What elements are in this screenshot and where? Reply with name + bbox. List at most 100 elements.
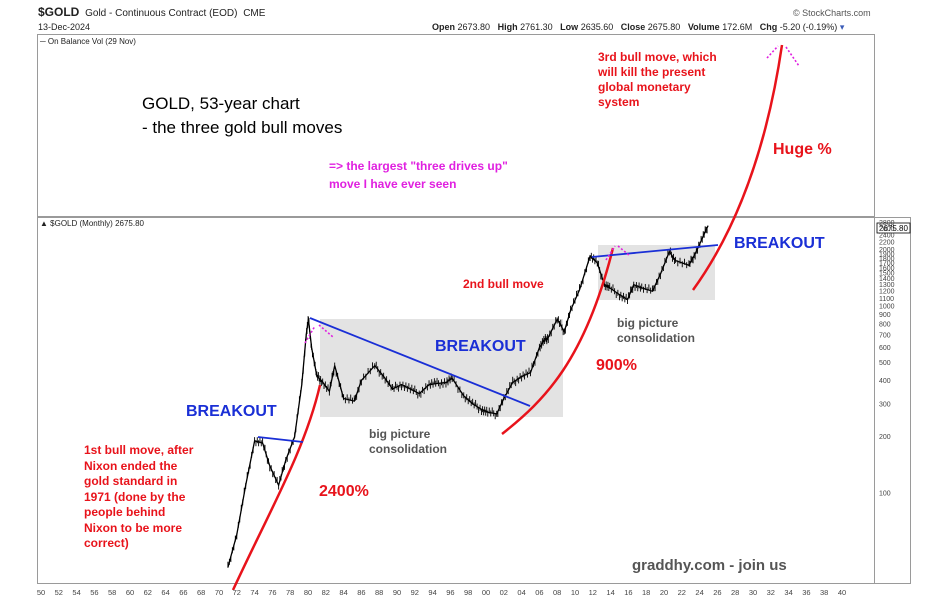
y-tick-label: 1600 [879, 265, 895, 272]
header-title-row: $GOLD Gold - Continuous Contract (EOD) C… [38, 5, 265, 19]
header-date: 13-Dec-2024 [38, 22, 91, 32]
x-tick-label: 70 [215, 588, 223, 597]
x-tick-label: 14 [606, 588, 614, 597]
x-tick-label: 80 [304, 588, 312, 597]
breakout-line-3 [591, 244, 719, 258]
consolidation-1-line-2: consolidation [369, 442, 447, 456]
x-tick-label: 64 [161, 588, 169, 597]
x-tick-label: 98 [464, 588, 472, 597]
y-tick-label: 300 [879, 401, 891, 408]
low-value: 2635.60 [580, 22, 614, 32]
pink-top-marker-2 [605, 245, 631, 261]
x-tick-label: 90 [393, 588, 401, 597]
first-move-line-7: correct) [84, 536, 129, 550]
chg-dropdown-icon[interactable]: ▾ [839, 22, 845, 32]
exchange: CME [243, 8, 266, 19]
close-value: 2675.80 [647, 22, 681, 32]
x-tick-label: 52 [55, 588, 63, 597]
x-tick-label: 72 [233, 588, 241, 597]
y-tick-label: 2400 [879, 232, 895, 239]
x-tick-label: 08 [553, 588, 561, 597]
third-move-line-1: 3rd bull move, which [598, 50, 717, 64]
breakout-line-1 [257, 436, 304, 443]
y-tick-label: 2600 [879, 226, 895, 233]
y-tick-label: 1700 [879, 260, 895, 267]
obv-panel [37, 34, 875, 217]
y-tick-label: 400 [879, 378, 891, 385]
first-move-note: 1st bull move, after Nixon ended the gol… [84, 443, 193, 552]
first-move-line-6: Nixon to be more [84, 520, 183, 535]
y-tick-label: 700 [879, 332, 891, 339]
price-panel [37, 217, 875, 584]
last-value-badge [876, 222, 911, 234]
y-tick-label: 1800 [879, 256, 895, 263]
price-legend-text: $GOLD (Monthly) 2675.80 [50, 219, 144, 228]
x-tick-label: 54 [72, 588, 80, 597]
consolidation-1-line-1: big picture [369, 427, 431, 441]
breakout-line-2 [309, 317, 531, 407]
y-tick-label: 900 [879, 312, 891, 319]
watermark: graddhy.com - join us [632, 557, 787, 574]
x-tick-label: 30 [749, 588, 757, 597]
low-label: Low [560, 22, 579, 32]
x-tick-label: 22 [678, 588, 686, 597]
pct-900-label: 900% [596, 357, 637, 374]
open-label: Open [432, 22, 456, 32]
last-value-text: 2675.80 [879, 224, 908, 233]
price-legend: ▲ $GOLD (Monthly) 2675.80 [40, 219, 144, 228]
y-axis: 1002003004005006007008009001000110012001… [879, 220, 895, 498]
chart-headline: GOLD, 53-year chart - the three gold bul… [142, 92, 342, 140]
y-tick-label: 1300 [879, 282, 895, 289]
y-tick-label: 600 [879, 345, 891, 352]
x-axis: 50 52 54 56 58 60 62 64 66 68 70 72 74 76 78 80 82 84 86 88… [37, 588, 846, 597]
consolidation-label-1: big picture consolidation [369, 427, 447, 457]
ohlc-readout: Open 2673.80 High 2761.30 Low 2635.60 Cl… [432, 22, 844, 33]
consolidation-box-1 [320, 319, 563, 417]
three-drives-line-1: => the largest "three drives up" [329, 159, 508, 173]
x-tick-label: 36 [802, 588, 810, 597]
y-tick-label: 1200 [879, 289, 895, 296]
y-tick-label: 1500 [879, 271, 895, 278]
pink-top-marker-1 [304, 324, 334, 344]
second-move-label: 2nd bull move [463, 277, 544, 291]
x-tick-label: 02 [500, 588, 508, 597]
x-tick-label: 50 [37, 588, 45, 597]
pink-top-marker-3 [766, 45, 800, 67]
x-tick-label: 68 [197, 588, 205, 597]
close-label: Close [620, 22, 646, 32]
huge-pct-label: Huge % [773, 141, 832, 158]
headline-line-2: - the three gold bull moves [142, 118, 343, 137]
x-tick-label: 12 [589, 588, 597, 597]
bull-move-1-arc [231, 384, 322, 591]
x-tick-label: 24 [695, 588, 703, 597]
obv-legend-marker-icon: ─ [40, 37, 46, 46]
open-value: 2673.80 [457, 22, 491, 32]
first-move-line-5: people behind [84, 505, 166, 519]
volume-label: Volume [687, 22, 720, 32]
y-tick-label: 2000 [879, 247, 895, 254]
x-tick-label: 88 [375, 588, 383, 597]
first-move-line-1: 1st bull move, after [84, 443, 194, 457]
consolidation-2-line-1: big picture [617, 316, 679, 330]
x-tick-label: 26 [713, 588, 721, 597]
first-move-line-4: 1971 (done by the [84, 489, 186, 504]
x-tick-label: 10 [571, 588, 579, 597]
x-tick-label: 56 [90, 588, 98, 597]
source-credit: © StockCharts.com [793, 8, 871, 18]
chg-value: -5.20 (-0.19%) [779, 22, 838, 32]
x-tick-label: 20 [660, 588, 668, 597]
x-tick-label: 38 [820, 588, 828, 597]
y-tick-label: 1400 [879, 276, 895, 283]
annotation-overlay: 2675.80 [231, 44, 911, 591]
x-tick-label: 58 [108, 588, 116, 597]
volume-value: 172.6M [722, 22, 753, 32]
x-tick-label: 86 [357, 588, 365, 597]
y-tick-label: 1100 [879, 296, 894, 303]
third-move-line-4: system [598, 95, 640, 109]
x-tick-label: 04 [517, 588, 525, 597]
high-label: High [497, 22, 518, 32]
chg-label: Chg [759, 22, 778, 32]
x-tick-label: 62 [144, 588, 152, 597]
headline-line-1: GOLD, 53-year chart [142, 94, 300, 113]
